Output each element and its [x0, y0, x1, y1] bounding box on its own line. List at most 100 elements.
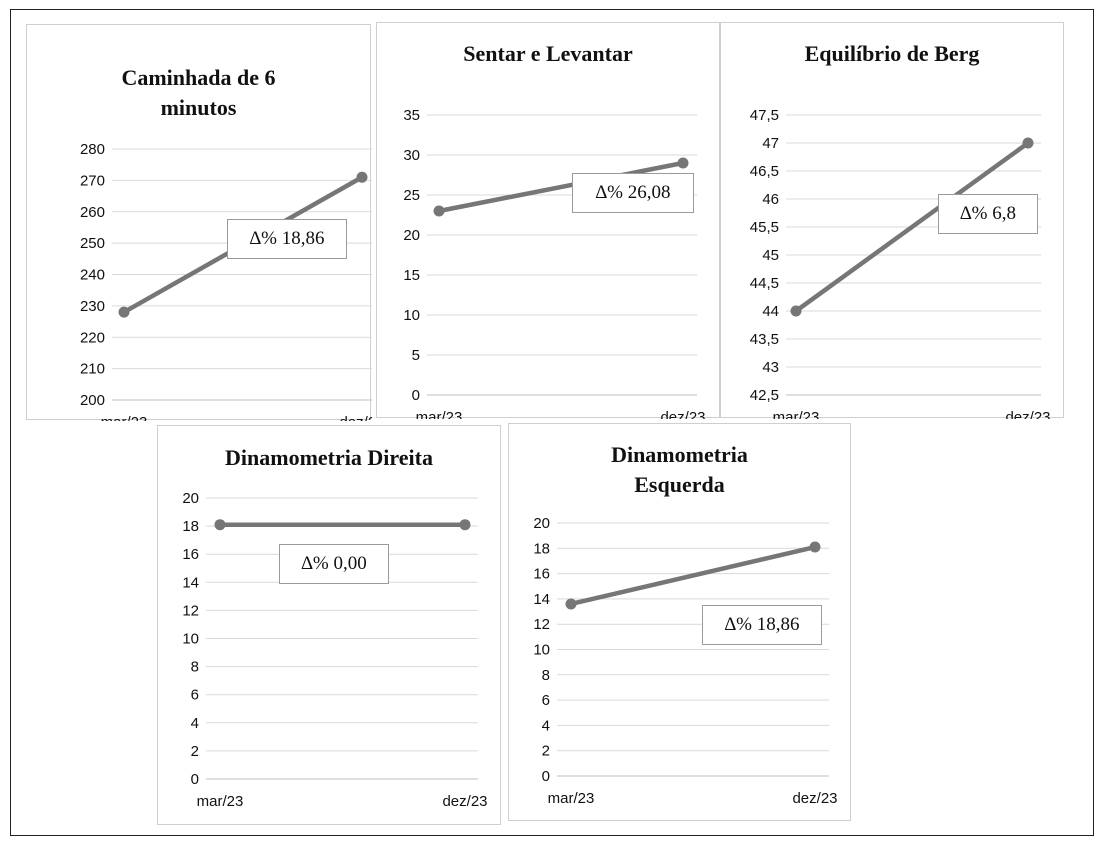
y-tick-label: 0	[542, 768, 550, 785]
y-tick-label: 12	[182, 602, 199, 619]
x-tick-label: dez/23	[339, 414, 372, 421]
y-tick-label: 30	[403, 147, 420, 164]
y-tick-label: 46	[762, 191, 779, 208]
y-tick-label: 10	[182, 631, 199, 648]
y-tick-label: 0	[191, 771, 199, 788]
x-tick-label: mar/23	[416, 409, 463, 419]
y-tick-label: 250	[80, 235, 105, 252]
chart-title-line: Equilíbrio de Berg	[804, 41, 980, 66]
x-tick-label: mar/23	[773, 409, 820, 419]
y-tick-label: 230	[80, 298, 105, 315]
y-tick-label: 14	[533, 591, 550, 608]
chart-panel-sentar-e-levantar: 0 5 10 15 20 25 30 35 mar/23 dez/23 Sentar e Levan…	[376, 22, 720, 419]
y-tick-label: 43	[762, 359, 779, 376]
series-line	[568, 544, 818, 607]
chart-panel-equilibrio-de-berg: 42,5 43 43,5 44 44,5 45 45,5 46 46,5 47 47,5 mar/23…	[720, 22, 1064, 419]
y-tick-label: 4	[191, 715, 199, 732]
x-tick-label: mar/23	[548, 790, 595, 807]
y-tick-label: 4	[542, 717, 550, 734]
y-tick-label: 18	[533, 540, 550, 557]
chart-svg: 0 2 4 6 8 10 12 14 16 18 20 mar/23 dez/23	[182, 490, 487, 810]
y-tick-label: 10	[403, 307, 420, 324]
chart-title-line: minutos	[160, 95, 237, 120]
data-point	[790, 305, 802, 317]
chart-title-line: Sentar e Levantar	[463, 41, 633, 66]
chart-title: Equilíbrio de Berg	[721, 39, 1063, 69]
data-point	[433, 205, 445, 217]
y-tick-label: 20	[403, 227, 420, 244]
series-line	[436, 160, 686, 214]
data-point	[809, 541, 821, 553]
chart-svg: 0 5 10 15 20 25 30 35 mar/23 dez/23	[403, 107, 705, 419]
chart-title: Dinamometria Esquerda	[509, 440, 850, 500]
x-tick-label: mar/23	[197, 793, 244, 810]
y-tick-label: 10	[533, 642, 550, 659]
y-tick-label: 47	[762, 135, 779, 152]
data-point	[677, 157, 689, 169]
y-tick-label: 35	[403, 107, 420, 124]
delta-percent-annotation: ∆% 26,08	[572, 173, 694, 213]
y-tick-label: 240	[80, 267, 105, 284]
delta-percent-annotation: ∆% 18,86	[227, 219, 347, 259]
y-tick-label: 210	[80, 361, 105, 378]
y-tick-label: 46,5	[750, 163, 779, 180]
y-tick-label: 12	[533, 616, 550, 633]
chart-panel-dinamometria-direita: 0 2 4 6 8 10 12 14 16 18 20 mar/23 dez/23 Dinamometri…	[157, 425, 501, 825]
y-tick-label: 2	[191, 743, 199, 760]
y-tick-label: 6	[542, 692, 550, 709]
chart-panel-dinamometria-esquerda: 0 2 4 6 8 10 12 14 16 18 20 mar/23 dez/23 Dinamometri…	[508, 423, 851, 821]
chart-svg: 0 2 4 6 8 10 12 14 16 18 20 mar/23 dez/23	[533, 515, 837, 807]
chart-title-line: Dinamometria	[611, 442, 748, 467]
chart-panel-caminhada-de-6-minutos: 200 210 220 230 240 250 260 270 280 mar/23 dez/23 C…	[26, 24, 372, 421]
x-tick-label: dez/23	[792, 790, 837, 807]
y-tick-label: 280	[80, 141, 105, 158]
y-tick-label: 43,5	[750, 331, 779, 348]
data-point	[1022, 137, 1034, 149]
chart-title: Caminhada de 6 minutos	[27, 63, 370, 123]
x-tick-label: mar/23	[101, 414, 148, 421]
y-tick-label: 270	[80, 172, 105, 189]
y-tick-label: 220	[80, 329, 105, 346]
x-tick-label: dez/23	[442, 793, 487, 810]
y-tick-label: 6	[191, 687, 199, 704]
x-tick-label: dez/23	[1005, 409, 1050, 419]
data-point	[565, 598, 577, 610]
y-tick-label: 0	[412, 387, 420, 404]
y-tick-label: 16	[533, 566, 550, 583]
chart-title-line: Esquerda	[634, 472, 725, 497]
y-tick-label: 5	[412, 347, 420, 364]
y-tick-label: 45	[762, 247, 779, 264]
delta-percent-annotation: ∆% 18,86	[702, 605, 822, 645]
delta-percent-annotation: ∆% 0,00	[279, 544, 389, 584]
y-tick-label: 14	[182, 574, 199, 591]
data-point	[214, 519, 226, 531]
delta-percent-annotation: ∆% 6,8	[938, 194, 1038, 234]
y-tick-label: 44,5	[750, 275, 779, 292]
chart-title-line: Dinamometria Direita	[225, 445, 433, 470]
data-point	[356, 171, 368, 183]
y-tick-label: 25	[403, 187, 420, 204]
data-point	[118, 306, 130, 318]
y-tick-label: 20	[182, 490, 199, 507]
chart-title-line: Caminhada de 6	[121, 65, 276, 90]
chart-svg: 42,5 43 43,5 44 44,5 45 45,5 46 46,5 47 47,5 mar/23…	[750, 107, 1051, 419]
y-tick-label: 200	[80, 392, 105, 409]
y-tick-label: 44	[762, 303, 779, 320]
series-line	[793, 140, 1031, 314]
data-point	[459, 519, 471, 531]
y-tick-label: 16	[182, 546, 199, 563]
y-tick-label: 45,5	[750, 219, 779, 236]
y-tick-label: 18	[182, 518, 199, 535]
chart-title: Dinamometria Direita	[158, 443, 500, 473]
y-tick-label: 260	[80, 204, 105, 221]
y-tick-label: 20	[533, 515, 550, 532]
y-tick-label: 8	[542, 667, 550, 684]
chart-title: Sentar e Levantar	[377, 39, 719, 69]
y-tick-label: 42,5	[750, 387, 779, 404]
y-tick-label: 47,5	[750, 107, 779, 124]
figure-frame	[10, 9, 1094, 836]
x-tick-label: dez/23	[660, 409, 705, 419]
y-tick-label: 2	[542, 743, 550, 760]
y-tick-label: 8	[191, 659, 199, 676]
y-tick-label: 15	[403, 267, 420, 284]
